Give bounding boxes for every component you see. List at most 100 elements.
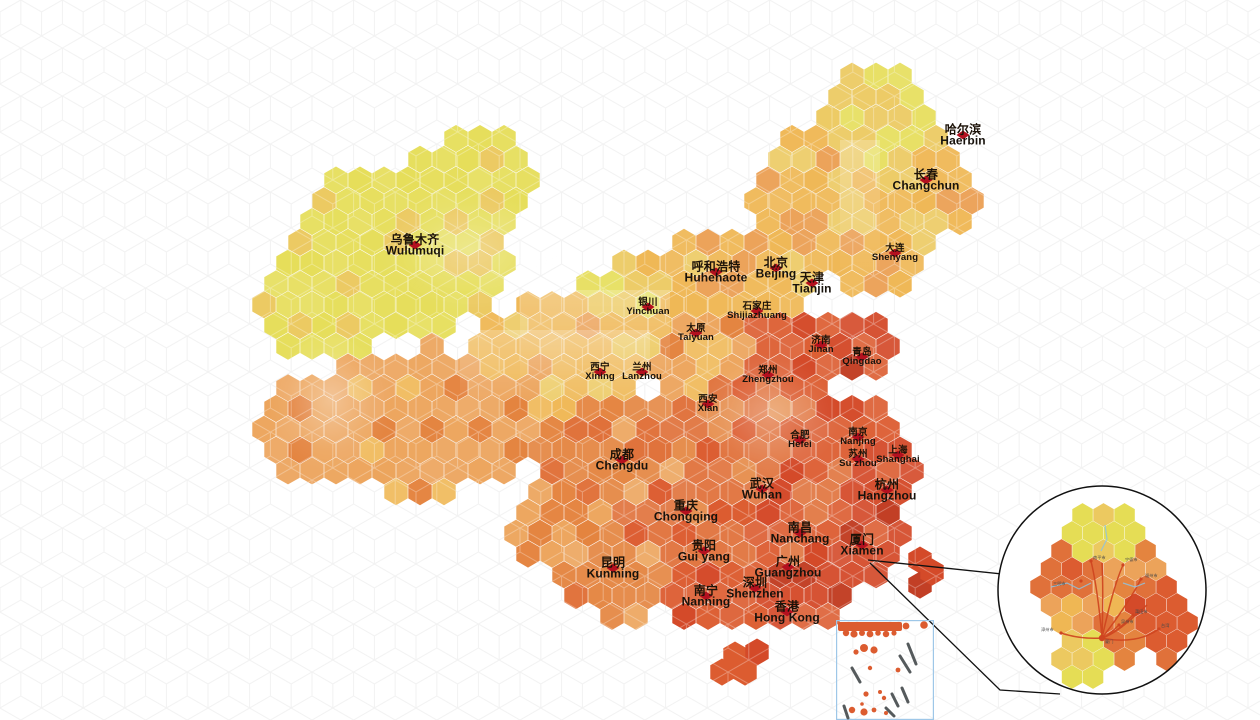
city-label-hefei[interactable]: 合肥 Hefei: [788, 431, 812, 449]
xiamen-detail-inset[interactable]: 南平市 宁德市 福州市 莆田市 泉州市 漳州市 三明市 台湾 厦门: [995, 483, 1209, 697]
city-name-en: Yinchuan: [626, 305, 670, 317]
city-label-haerbin[interactable]: 哈尔滨 Haerbin: [940, 123, 985, 147]
city-marker-diamond-icon: [891, 450, 905, 460]
svg-text:三明市: 三明市: [1053, 580, 1066, 587]
city-name-cn: 昆明: [600, 555, 626, 570]
city-name-en: Tianjin: [792, 281, 832, 296]
city-label-lanzhou[interactable]: 兰州 Lanzhou: [622, 363, 662, 381]
city-label-xian[interactable]: 西安 Xian: [698, 395, 718, 413]
city-label-hangzhou[interactable]: 杭州 Hangzhou: [857, 478, 917, 503]
city-label-hong-kong[interactable]: 香港 Hong Kong: [754, 600, 820, 624]
city-name-en: Shenzhen: [726, 586, 784, 601]
city-name-cn: 青岛: [852, 346, 872, 358]
city-name-cn: 厦门: [849, 532, 875, 547]
city-label-wuhan[interactable]: 武汉 Wuhan: [742, 477, 782, 501]
city-marker-diamond-icon: [748, 583, 762, 593]
inset-hex-tile: [1093, 647, 1114, 671]
city-name-en: Nanning: [681, 594, 731, 609]
city-name-en: Gui yang: [677, 549, 731, 564]
city-marker-diamond-icon: [641, 302, 655, 312]
city-marker-diamond-icon: [805, 278, 819, 288]
city-label-chengdu[interactable]: 成都 Chengdu: [596, 448, 649, 472]
city-name-en: Hangzhou: [857, 488, 917, 503]
city-label-chongqing[interactable]: 重庆 Chongqing: [654, 499, 718, 523]
inset-hex-tile: [1061, 665, 1083, 689]
city-label-changchun[interactable]: 长春 Changchun: [893, 168, 960, 192]
city-label-shanghai[interactable]: 上海 Shanghai: [876, 446, 920, 464]
city-label-su-zhou[interactable]: 苏州 Su zhou: [839, 450, 877, 468]
city-name-en: Nanjing: [840, 435, 876, 447]
city-label-nanjing[interactable]: 南京 Nanjing: [840, 428, 876, 446]
svg-text:宁德市: 宁德市: [1125, 556, 1138, 563]
inset-hex-tile: [1093, 503, 1114, 527]
city-label-kunming[interactable]: 昆明 Kunming: [586, 555, 640, 581]
city-label-qingdao[interactable]: 青岛 Qingdao: [842, 348, 881, 366]
city-label-gui-yang[interactable]: 贵阳 Gui yang: [677, 538, 731, 564]
svg-text:福州市: 福州市: [1145, 572, 1158, 579]
city-label-nanchang[interactable]: 南昌 Nanchang: [770, 520, 830, 546]
city-marker-diamond-icon: [761, 370, 775, 380]
svg-text:南平市: 南平市: [1093, 554, 1106, 561]
city-marker-diamond-icon: [851, 454, 865, 464]
city-marker-diamond-icon: [699, 591, 713, 601]
inset-hex-tile: [1093, 575, 1114, 599]
city-name-en: Shijiazhuang: [727, 309, 787, 321]
city-name-cn: 郑州: [758, 364, 778, 376]
city-label-wulumuqi[interactable]: 乌鲁木齐 Wulumuqi: [385, 232, 445, 258]
city-marker-diamond-icon: [814, 340, 828, 350]
city-marker-diamond-icon: [769, 263, 783, 273]
city-label-shenzhen[interactable]: 深圳 Shenzhen: [726, 576, 784, 601]
city-name-cn: 乌鲁木齐: [390, 232, 440, 247]
city-label-huhehaote[interactable]: 呼和浩特 Huhehaote: [684, 260, 748, 285]
city-marker-diamond-icon: [408, 240, 422, 250]
city-label-shenyang[interactable]: 大连 Shenyang: [872, 244, 918, 262]
inset-hex-tile: [1072, 539, 1093, 563]
city-marker-diamond-icon: [593, 367, 607, 377]
city-name-en: Qingdao: [842, 355, 882, 367]
inset-hex-tile: [1051, 647, 1072, 671]
city-name-cn: 西安: [698, 393, 718, 405]
city-name-cn: 贵阳: [691, 538, 717, 553]
inset-hex-tile: [1135, 611, 1156, 635]
city-name-cn: 南昌: [787, 520, 813, 535]
city-label-nanning[interactable]: 南宁 Nanning: [681, 584, 731, 609]
city-name-cn: 合肥: [790, 429, 810, 441]
inset-hex-tile: [1072, 503, 1093, 527]
city-marker-diamond-icon: [793, 435, 807, 445]
city-label-tianjin[interactable]: 天津 Tianjin: [792, 271, 832, 296]
city-label-guangzhou[interactable]: 广州 Guangzhou: [754, 555, 822, 580]
city-label-beijing[interactable]: 北京 Beijing: [755, 255, 797, 281]
city-marker-diamond-icon: [781, 562, 795, 572]
south-china-sea-inset-box[interactable]: [836, 620, 934, 720]
city-marker-diamond-icon: [880, 485, 894, 495]
city-name-en: Kunming: [586, 566, 640, 581]
city-label-yinchuan[interactable]: 银川 Yinchuan: [626, 298, 669, 316]
city-label-shijiazhuang[interactable]: 石家庄 Shijiazhuang: [727, 302, 787, 320]
city-label-taiyuan[interactable]: 太原 Taiyuan: [678, 324, 714, 342]
city-label-zhengzhou[interactable]: 郑州 Zhengzhou: [742, 366, 794, 384]
city-name-en: Huhehaote: [684, 270, 748, 285]
inset-hex-tile: [1114, 575, 1135, 599]
svg-text:台湾: 台湾: [1161, 622, 1169, 629]
city-name-en: Wulumuqi: [385, 243, 445, 258]
city-name-en: Lanzhou: [622, 370, 662, 382]
city-marker-diamond-icon: [855, 540, 869, 550]
svg-text:厦门: 厦门: [1105, 638, 1113, 645]
city-label-xining[interactable]: 西宁 Xining: [585, 363, 615, 381]
inset-hex-tile: [1114, 647, 1135, 671]
city-name-cn: 银川: [638, 296, 658, 308]
city-marker-diamond-icon: [606, 563, 620, 573]
city-name-en: Guangzhou: [754, 565, 822, 580]
city-name-en: Beijing: [755, 266, 797, 281]
city-name-en: Xining: [585, 370, 615, 382]
city-name-cn: 北京: [763, 255, 789, 270]
city-name-cn: 太原: [686, 322, 706, 334]
inset-hex-tile: [1072, 647, 1093, 671]
city-name-en: Nanchang: [770, 531, 830, 546]
city-marker-diamond-icon: [679, 506, 693, 516]
city-name-cn: 兰州: [632, 361, 652, 373]
city-label-jinan[interactable]: 济南 Jinan: [808, 336, 833, 354]
city-label-xiamen[interactable]: 厦门 Xiamen: [840, 532, 883, 557]
inset-hex-tile: [1082, 629, 1104, 653]
